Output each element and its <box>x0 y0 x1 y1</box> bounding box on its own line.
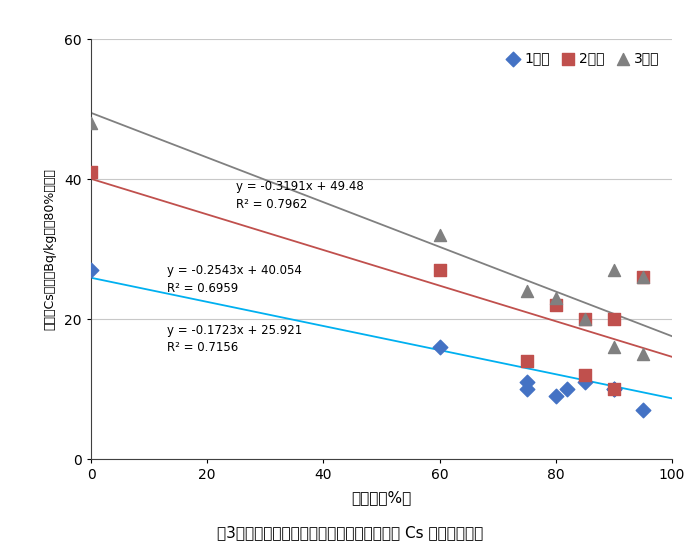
1番草 <box>562 385 573 394</box>
1番草 <box>434 343 445 352</box>
2番草 <box>580 315 591 324</box>
2番草 <box>521 357 532 366</box>
X-axis label: 砕土率（%）: 砕土率（%） <box>351 491 412 506</box>
3番草 <box>434 231 445 240</box>
2番草 <box>85 168 97 177</box>
2番草 <box>580 371 591 380</box>
1番草 <box>608 385 620 394</box>
Text: R² = 0.7156: R² = 0.7156 <box>167 341 238 354</box>
1番草 <box>638 405 649 414</box>
Text: R² = 0.6959: R² = 0.6959 <box>167 282 238 295</box>
3番草 <box>550 294 561 303</box>
3番草 <box>608 266 620 275</box>
2番草 <box>550 301 561 310</box>
Legend: 1番草, 2番草, 3番草: 1番草, 2番草, 3番草 <box>501 46 665 71</box>
2番草 <box>638 273 649 282</box>
Text: y = -0.1723x + 25.921: y = -0.1723x + 25.921 <box>167 324 302 337</box>
1番草 <box>580 378 591 387</box>
1番草 <box>85 266 97 275</box>
1番草 <box>550 392 561 401</box>
3番草 <box>638 273 649 282</box>
3番草 <box>580 315 591 324</box>
1番草 <box>521 378 532 387</box>
3番草 <box>638 349 649 359</box>
Y-axis label: 放射性Cs濃度（Bq/kg水刈80%換算）: 放射性Cs濃度（Bq/kg水刈80%換算） <box>43 168 56 330</box>
3番草 <box>85 119 97 128</box>
2番草 <box>434 266 445 275</box>
Text: y = -0.2543x + 40.054: y = -0.2543x + 40.054 <box>167 264 302 277</box>
3番草 <box>608 343 620 352</box>
Text: 図3　草地更新時の砕土率と牧草中の放射性 Cs 濃度との関係: 図3 草地更新時の砕土率と牧草中の放射性 Cs 濃度との関係 <box>217 526 483 540</box>
Text: R² = 0.7962: R² = 0.7962 <box>237 198 307 211</box>
1番草 <box>608 385 620 394</box>
2番草 <box>608 315 620 324</box>
1番草 <box>521 385 532 394</box>
3番草 <box>521 287 532 296</box>
Text: y = -0.3191x + 49.48: y = -0.3191x + 49.48 <box>237 180 364 193</box>
2番草 <box>608 385 620 394</box>
